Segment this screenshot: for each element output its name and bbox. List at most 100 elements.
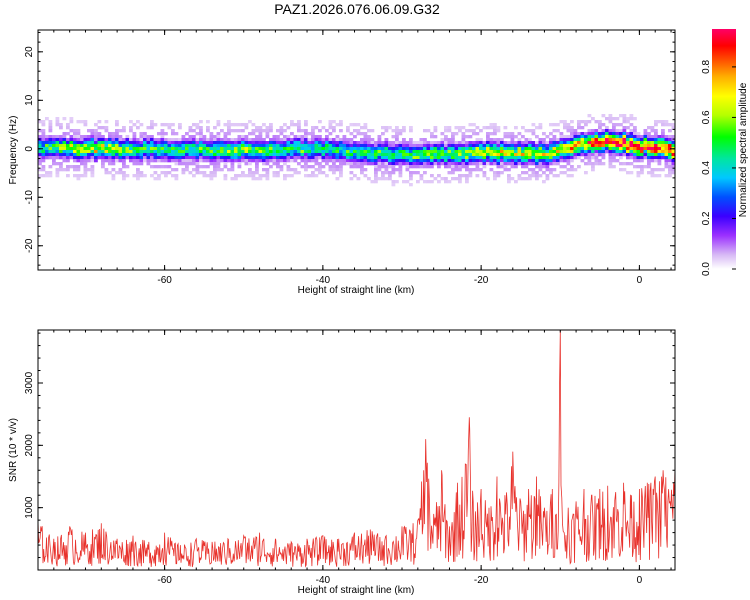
spectrogram-cell	[542, 150, 546, 154]
spectrogram-cell	[258, 141, 263, 145]
spectrogram-cell	[363, 141, 368, 145]
spectrogram-cell	[311, 138, 315, 142]
spectrogram-cell	[654, 129, 658, 133]
spectrogram-cell	[41, 132, 46, 136]
spectrogram-cell	[83, 147, 88, 151]
spectrogram-cell	[377, 144, 382, 148]
spectrogram-cell	[335, 156, 340, 160]
spectrogram-cell	[38, 156, 42, 160]
spectrogram-cell	[542, 165, 546, 169]
spectrogram-cell	[500, 153, 504, 157]
spectrogram-cell	[94, 159, 98, 163]
spectrogram-cell	[563, 120, 567, 124]
spectrogram-cell	[419, 162, 424, 166]
spectrogram-cell	[447, 147, 452, 151]
spectrogram-cell	[374, 165, 378, 169]
spectrogram-cell	[444, 159, 448, 163]
spectrogram-cell	[360, 144, 364, 148]
spectrogram-cell	[73, 129, 77, 133]
spectrogram-cell	[146, 138, 151, 142]
spectrogram-cell	[101, 135, 105, 139]
spectrogram-cell	[157, 141, 161, 145]
spectrogram-cell	[269, 126, 273, 130]
spectrogram-cell	[346, 138, 350, 142]
spectrogram-cell	[552, 162, 557, 166]
spectrogram-cell	[216, 120, 221, 124]
spectrogram-cell	[258, 129, 263, 133]
spectrogram-cell	[346, 150, 350, 154]
spectrogram-cell	[167, 144, 172, 148]
spectrogram-cell	[668, 144, 672, 148]
spectrogram-cell	[503, 153, 508, 157]
spectrogram-cell	[41, 174, 46, 178]
spectrogram-cell	[293, 123, 298, 127]
spectrogram-cell	[59, 138, 63, 142]
spectrogram-cell	[304, 174, 308, 178]
spectrogram-cell	[80, 150, 84, 154]
spectrogram-cell	[122, 165, 126, 169]
spectrogram-cell	[444, 141, 448, 145]
spectrogram-cell	[461, 132, 466, 136]
spectrogram-cell	[227, 129, 231, 133]
spectrogram-cell	[265, 126, 270, 130]
spectrogram-cell	[451, 165, 455, 169]
spectrogram-cell	[622, 162, 627, 166]
spectrogram-cell	[244, 126, 249, 130]
spectrogram-cell	[489, 144, 494, 148]
spectrogram-cell	[94, 138, 98, 142]
spectrogram-cell	[244, 141, 249, 145]
spectrogram-cell	[276, 141, 280, 145]
spectrogram-cell	[199, 165, 203, 169]
spectrogram-cell	[311, 126, 315, 130]
spectrogram-cell	[496, 147, 501, 151]
spectrogram-cell	[510, 162, 515, 166]
spectrogram-cell	[223, 144, 228, 148]
spectrogram-cell	[542, 141, 546, 145]
spectrogram-cell	[314, 144, 319, 148]
spectrogram-cell	[381, 162, 385, 166]
spectrogram-cell	[272, 162, 277, 166]
spectrogram-cell	[521, 177, 525, 181]
spectrogram-cell	[332, 171, 336, 175]
spectrogram-cell	[41, 138, 46, 142]
spectrogram-cell	[94, 129, 98, 133]
spectrogram-cell	[171, 123, 175, 127]
spectrogram-cell	[577, 120, 581, 124]
spectrogram-cell	[601, 132, 606, 136]
spectrogram-cell	[381, 153, 385, 157]
spectrogram-cell	[402, 126, 406, 130]
spectrogram-cell	[360, 162, 364, 166]
spectrogram-cell	[286, 150, 291, 154]
spectrogram-cell	[468, 150, 473, 154]
spectrogram-cell	[307, 144, 312, 148]
spectrogram-cell	[209, 156, 214, 160]
spectrogram-cell	[671, 141, 675, 145]
spectrogram-cell	[209, 174, 214, 178]
spectrogram-cell	[388, 126, 392, 130]
spectrogram-cell	[433, 150, 438, 154]
spectrogram-cell	[521, 141, 525, 145]
spectrogram-cell	[587, 138, 592, 142]
spectrogram-cell	[328, 156, 333, 160]
spectrogram-cell	[426, 141, 431, 145]
spectrogram-cell	[552, 156, 557, 160]
spectrogram-cell	[353, 159, 357, 163]
spectrogram-cell	[423, 138, 427, 142]
spectrogram-cell	[657, 159, 662, 163]
spectrogram-cell	[426, 180, 431, 184]
spectrogram-cell	[276, 150, 280, 154]
spectrogram-cell	[566, 141, 571, 145]
spectrogram-y-tick-label: 20	[24, 46, 35, 58]
spectrogram-cell	[465, 177, 469, 181]
spectrogram-cell	[507, 150, 511, 154]
spectrogram-cell	[97, 126, 102, 130]
spectrogram-cell	[269, 156, 273, 160]
spectrogram-cell	[220, 138, 224, 142]
spectrogram-cell	[297, 153, 301, 157]
spectrogram-cell	[181, 150, 186, 154]
spectrogram-cell	[545, 141, 550, 145]
spectrogram-cell	[542, 153, 546, 157]
spectrogram-cell	[276, 171, 280, 175]
spectrogram-cell	[178, 156, 182, 160]
spectrogram-cell	[580, 135, 585, 139]
